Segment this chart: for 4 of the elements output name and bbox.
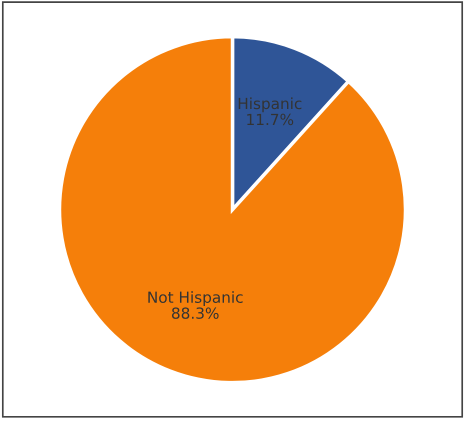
data-label: 88.3% <box>172 307 219 319</box>
slice-label: Not Hispanic <box>148 291 243 306</box>
slice-label: Hispanic <box>238 97 302 112</box>
data-label: 11.7% <box>247 114 294 126</box>
